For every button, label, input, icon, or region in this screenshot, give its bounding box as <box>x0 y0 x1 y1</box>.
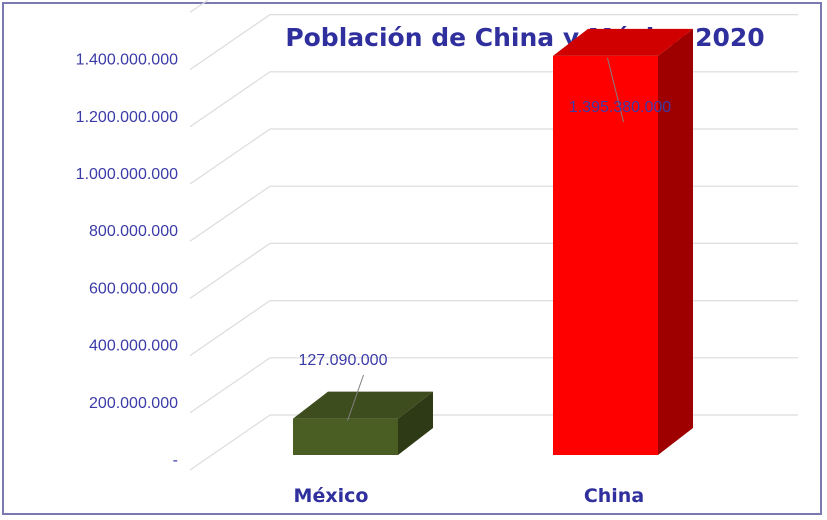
gridline-diagonal <box>189 300 271 357</box>
data-label-leader <box>607 57 624 123</box>
bar-front-0 <box>293 418 398 455</box>
x-axis-categories: México China <box>294 485 645 507</box>
x-category-label: China <box>584 485 644 507</box>
x-category-label: México <box>294 485 369 507</box>
y-tick-label: 400.000.000 <box>89 338 178 355</box>
y-tick-label: 600.000.000 <box>89 280 178 297</box>
data-label: 1.395.380.000 <box>569 99 671 116</box>
bar-front-1 <box>553 55 658 455</box>
gridlines <box>189 0 798 471</box>
gridline-diagonal <box>189 128 271 185</box>
y-tick-label: 1.200.000.000 <box>76 109 178 126</box>
bar-top-1 <box>553 28 693 56</box>
bar-side-0 <box>398 391 433 455</box>
gridline-diagonal <box>189 414 271 471</box>
data-label-leader <box>347 374 364 421</box>
bars: 127.090.000 1.395.380.000 <box>293 28 693 455</box>
y-tick-label: 200.000.000 <box>89 395 178 412</box>
data-label: 127.090.000 <box>299 352 388 369</box>
gridline-diagonal <box>189 0 210 13</box>
gridline-diagonal <box>189 185 271 242</box>
y-tick-label: - <box>173 452 178 469</box>
gridline-diagonal <box>189 357 271 414</box>
y-tick-label: 800.000.000 <box>89 223 178 240</box>
gridline-diagonal <box>189 242 271 299</box>
bar-side-1 <box>658 28 693 455</box>
bar-top-0 <box>293 391 433 419</box>
y-axis-ticks: - 200.000.000 400.000.000 600.000.000 800.00… <box>76 52 178 469</box>
y-tick-label: 1.400.000.000 <box>76 52 178 69</box>
y-tick-label: 1.000.000.000 <box>76 166 178 183</box>
gridline-diagonal <box>189 14 271 71</box>
gridline-diagonal <box>189 71 271 128</box>
